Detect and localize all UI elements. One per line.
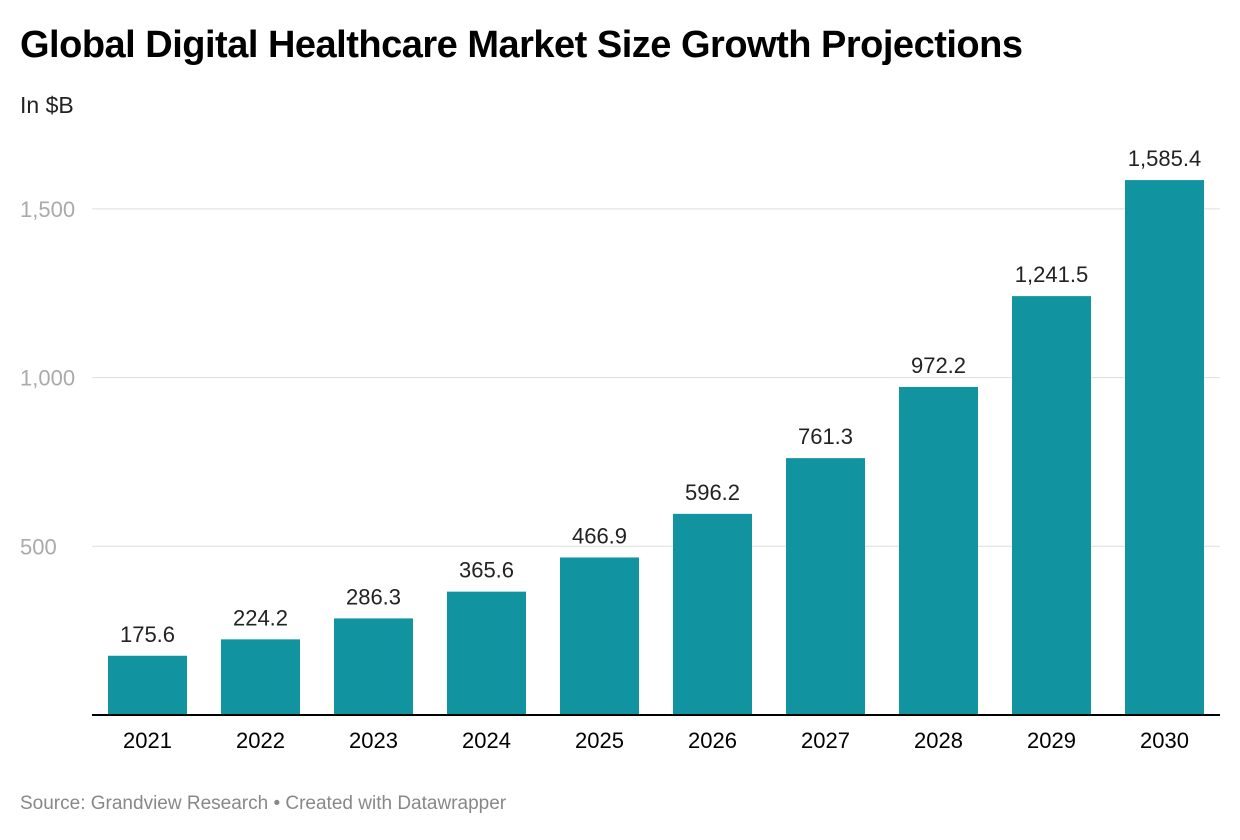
x-tick-label: 2030	[1140, 728, 1189, 753]
x-tick-label: 2022	[236, 728, 285, 753]
x-tick-label: 2026	[688, 728, 737, 753]
bar-2030	[1125, 180, 1204, 715]
x-tick-label: 2025	[575, 728, 624, 753]
value-labels: 175.6 224.2 286.3 365.6 466.9 596.2 761.3 972.2…	[120, 146, 1201, 647]
value-label: 286.3	[346, 584, 401, 609]
x-tick-label: 2023	[349, 728, 398, 753]
bar-2029	[1012, 296, 1091, 715]
source-note: Source: Grandview Research • Created wit…	[20, 793, 507, 814]
value-label: 972.2	[911, 353, 966, 378]
x-axis-tick-labels: 2021 2022 2023 2024 2025 2026 2027 2028 2029 2030	[123, 728, 1189, 753]
x-tick-label: 2024	[462, 728, 511, 753]
y-tick-label: 500	[20, 534, 57, 559]
y-axis-tick-labels: 500 1,000 1,500	[20, 197, 75, 559]
bar-2022	[221, 639, 300, 715]
bar-2028	[899, 386, 978, 715]
y-tick-label: 1,000	[20, 366, 75, 391]
value-label: 224.2	[233, 605, 288, 630]
bar-2021	[108, 655, 187, 715]
value-label: 365.6	[459, 558, 514, 583]
bar-2024	[447, 591, 526, 715]
bar-2026	[673, 513, 752, 715]
value-label: 596.2	[685, 480, 740, 505]
bar-2023	[334, 618, 413, 715]
bars	[108, 180, 1204, 715]
value-label: 466.9	[572, 523, 627, 548]
x-tick-label: 2029	[1027, 728, 1076, 753]
value-label: 1,585.4	[1128, 146, 1201, 171]
x-tick-label: 2028	[914, 728, 963, 753]
y-tick-label: 1,500	[20, 197, 75, 222]
bar-2025	[560, 557, 639, 715]
value-label: 175.6	[120, 622, 175, 647]
x-tick-label: 2027	[801, 728, 850, 753]
chart-subtitle: In $B	[20, 92, 74, 118]
value-label: 761.3	[798, 424, 853, 449]
chart-title: Global Digital Healthcare Market Size Gr…	[20, 24, 1023, 66]
value-label: 1,241.5	[1015, 262, 1088, 287]
x-tick-label: 2021	[123, 728, 172, 753]
bar-2027	[786, 458, 865, 715]
